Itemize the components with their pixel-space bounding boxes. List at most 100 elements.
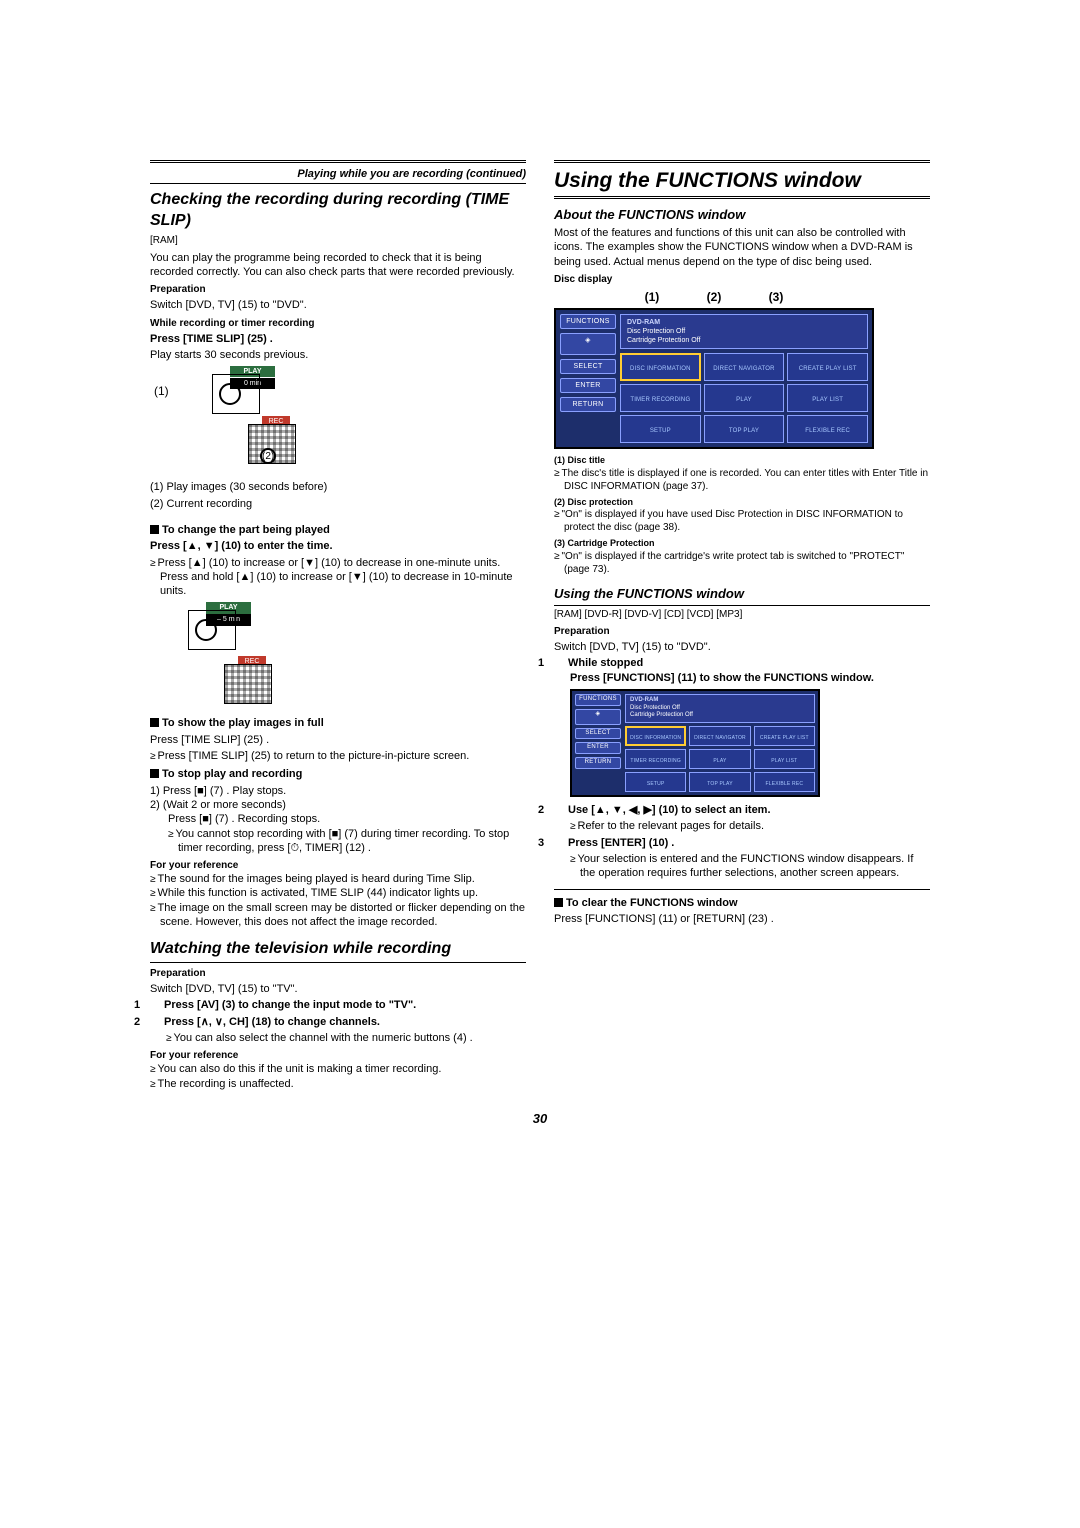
tv-preparation-heading: Preparation xyxy=(150,967,526,980)
select-side-button: SELECT xyxy=(560,359,616,374)
using-step-3: 3Press [ENTER] (10) . xyxy=(554,836,930,850)
functions-side-button: FUNCTIONS xyxy=(560,314,616,329)
show-full-1: Press [TIME SLIP] (25) . xyxy=(150,733,526,747)
clear-functions-heading: To clear the FUNCTIONS window xyxy=(554,896,930,910)
tv-step-1: 1Press [AV] (3) to change the input mode… xyxy=(150,998,526,1012)
ref-2: While this function is activated, TIME S… xyxy=(150,886,526,900)
ref-1: The sound for the images being played is… xyxy=(150,872,526,886)
watching-tv-heading: Watching the television while recording xyxy=(150,939,526,963)
return-side-button: RETURN xyxy=(560,397,616,412)
about-functions-text: Most of the features and functions of th… xyxy=(554,226,930,269)
note-2-heading: (2) Disc protection xyxy=(554,497,930,509)
callout-2: (2) xyxy=(260,448,276,464)
callout-1: (1) xyxy=(154,384,169,400)
about-functions-heading: About the FUNCTIONS window xyxy=(554,207,930,224)
stop-step-2: 2) (Wait 2 or more seconds) xyxy=(150,798,526,812)
using-step-2-note: Refer to the relevant pages for details. xyxy=(554,819,930,833)
note-2-text: "On" is displayed if you have used Disc … xyxy=(554,508,930,534)
cell-disc-information: DISC INFORMATION xyxy=(620,353,701,381)
show-full-2: Press [TIME SLIP] (25) to return to the … xyxy=(150,749,526,763)
using-functions-heading: Using the FUNCTIONS window xyxy=(554,586,930,606)
callout-2: (2) xyxy=(707,290,722,306)
cell-flexible-rec: FLEXIBLE REC xyxy=(754,772,815,792)
play-image-box xyxy=(188,610,236,650)
display-header: DVD-RAM Disc Protection Off Cartridge Pr… xyxy=(620,314,868,349)
callout-1: (1) xyxy=(645,290,660,306)
caption-2: (2) Current recording xyxy=(150,497,526,511)
rec-image-box xyxy=(224,664,272,704)
cell-play: PLAY xyxy=(689,749,750,769)
press-timeslip: Press [TIME SLIP] (25) . xyxy=(150,332,526,346)
note-1-heading: (1) Disc title xyxy=(554,455,930,467)
cell-setup: SETUP xyxy=(620,415,701,443)
cell-create-play-list: CREATE PLAY LIST xyxy=(754,726,815,746)
tv-for-your-reference-heading: For your reference xyxy=(150,1049,526,1062)
cell-direct-navigator: DIRECT NAVIGATOR xyxy=(689,726,750,746)
using-step-1: 1While stoppedPress [FUNCTIONS] (11) to … xyxy=(554,656,930,685)
caption-1: (1) Play images (30 seconds before) xyxy=(150,480,526,494)
tv-ref-1: You can also do this if the unit is maki… xyxy=(150,1062,526,1076)
cell-timer-recording: TIMER RECORDING xyxy=(625,749,686,769)
show-full-heading: To show the play images in full xyxy=(150,716,526,730)
display-grid: DISC INFORMATION DIRECT NAVIGATOR CREATE… xyxy=(620,353,868,443)
ref-3: The image on the small screen may be dis… xyxy=(150,901,526,930)
cell-play-list: PLAY LIST xyxy=(787,384,868,412)
play-image-box xyxy=(212,374,260,414)
cell-direct-navigator: DIRECT NAVIGATOR xyxy=(704,353,785,381)
cell-setup: SETUP xyxy=(625,772,686,792)
using-preparation-text: Switch [DVD, TV] (15) to "DVD". xyxy=(554,640,930,654)
cell-create-play-list: CREATE PLAY LIST xyxy=(787,353,868,381)
functions-side-button: FUNCTIONS xyxy=(575,694,621,706)
note-3-text: "On" is displayed if the cartridge's wri… xyxy=(554,550,930,576)
continued-header: Playing while you are recording (continu… xyxy=(150,167,526,184)
cell-flexible-rec: FLEXIBLE REC xyxy=(787,415,868,443)
page-number: 30 xyxy=(150,1111,930,1128)
while-recording-heading: While recording or timer recording xyxy=(150,317,526,330)
stop-step-2b: Press [■] (7) . Recording stops. xyxy=(150,812,526,826)
ram-tag: [RAM] xyxy=(150,234,526,247)
preparation-heading: Preparation xyxy=(150,283,526,296)
note-3-heading: (3) Cartridge Protection xyxy=(554,538,930,550)
right-column: Using the FUNCTIONS window About the FUN… xyxy=(554,160,930,1091)
tv-step-2: 2Press [∧, ∨, CH] (18) to change channel… xyxy=(150,1015,526,1029)
left-column: Playing while you are recording (continu… xyxy=(150,160,526,1091)
select-side-button: SELECT xyxy=(575,728,621,740)
stop-heading: To stop play and recording xyxy=(150,767,526,781)
functions-window-title: Using the FUNCTIONS window xyxy=(554,167,930,194)
time-slip-heading: Checking the recording during recording … xyxy=(150,190,526,232)
using-step-3-note: Your selection is entered and the FUNCTI… xyxy=(554,852,930,881)
using-step-2: 2Use [▲, ▼, ◀, ▶] (10) to select an item… xyxy=(554,803,930,817)
preparation-text: Switch [DVD, TV] (15) to "DVD". xyxy=(150,298,526,312)
timeslip-illustration-1: (1) PLAY 0 min REC (2) xyxy=(172,366,302,476)
note-1-text: The disc's title is displayed if one is … xyxy=(554,467,930,493)
nav-icon: ◈ xyxy=(575,709,621,725)
clear-functions-text: Press [FUNCTIONS] (11) or [RETURN] (23) … xyxy=(554,912,930,926)
functions-display-large: (1) (2) (3) FUNCTIONS ◈ SELECT ENTER RET… xyxy=(554,290,874,449)
tv-step-2-note: You can also select the channel with the… xyxy=(150,1031,526,1045)
cell-play-list: PLAY LIST xyxy=(754,749,815,769)
cell-top-play: TOP PLAY xyxy=(704,415,785,443)
callout-3: (3) xyxy=(769,290,784,306)
play-starts-text: Play starts 30 seconds previous. xyxy=(150,348,526,362)
display-callouts: (1) (2) (3) xyxy=(554,290,874,306)
tv-ref-2: The recording is unaffected. xyxy=(150,1077,526,1091)
stop-step-2c: You cannot stop recording with [■] (7) d… xyxy=(150,827,526,856)
disc-display-heading: Disc display xyxy=(554,273,930,286)
soccer-ball-icon xyxy=(195,619,217,641)
using-preparation-heading: Preparation xyxy=(554,625,930,638)
cell-disc-information: DISC INFORMATION xyxy=(625,726,686,746)
enter-side-button: ENTER xyxy=(575,742,621,754)
change-bullet-1: Press [▲] (10) to increase or [▼] (10) t… xyxy=(150,556,526,599)
cell-top-play: TOP PLAY xyxy=(689,772,750,792)
using-functions-tags: [RAM] [DVD-R] [DVD-V] [CD] [VCD] [MP3] xyxy=(554,608,930,621)
enter-side-button: ENTER xyxy=(560,378,616,393)
timeslip-illustration-2: PLAY – 5 min REC xyxy=(158,602,288,712)
return-side-button: RETURN xyxy=(575,757,621,769)
change-press: Press [▲, ▼] (10) to enter the time. xyxy=(150,539,526,553)
cell-timer-recording: TIMER RECORDING xyxy=(620,384,701,412)
cell-play: PLAY xyxy=(704,384,785,412)
change-part-heading: To change the part being played xyxy=(150,523,526,537)
soccer-ball-icon xyxy=(219,383,241,405)
tv-preparation-text: Switch [DVD, TV] (15) to "TV". xyxy=(150,982,526,996)
display-side-buttons: FUNCTIONS ◈ SELECT ENTER RETURN xyxy=(560,314,616,412)
